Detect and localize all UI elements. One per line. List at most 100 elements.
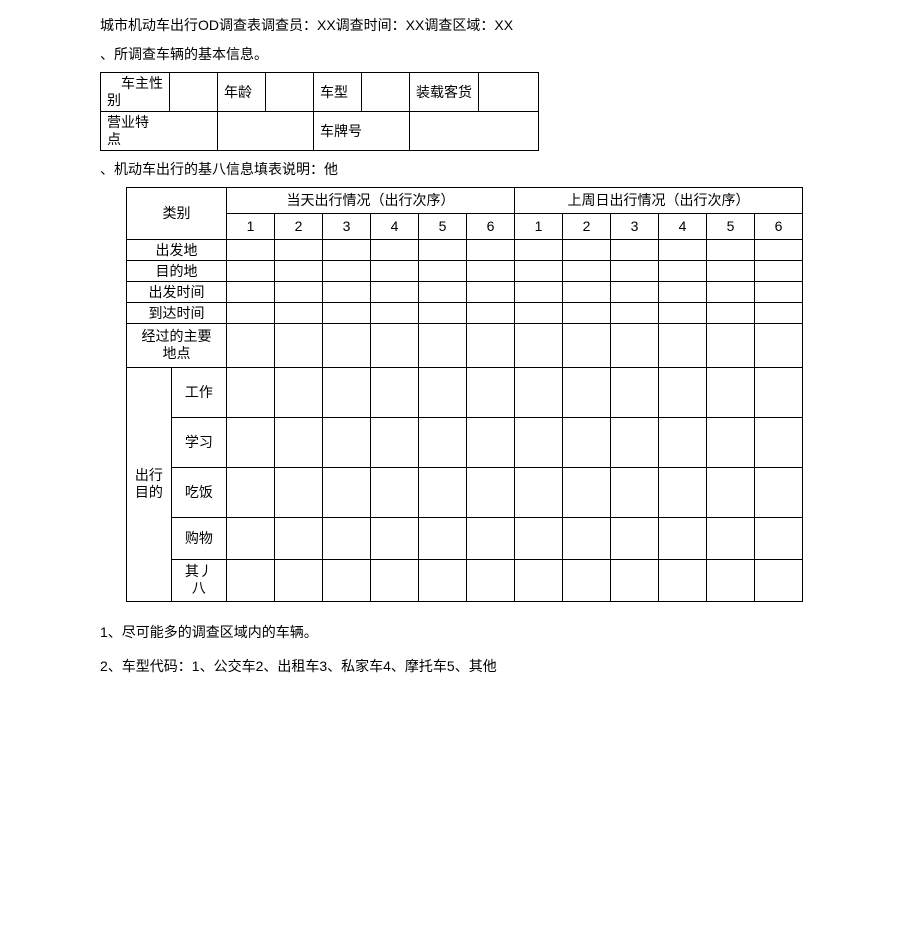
col-num: 5 [419,213,467,239]
cell [707,260,755,281]
cell [275,559,323,601]
cell [323,323,371,367]
cell [323,260,371,281]
biz-label: 营业特 点 [101,111,218,150]
cell [371,417,419,467]
cell [323,517,371,559]
trip-info-table: 类别 当天出行情况（出行次序） 上周日出行情况（出行次序） 1 2 3 4 5 … [126,187,803,602]
lastweek-header: 上周日出行情况（出行次序） [515,187,803,213]
cell [563,323,611,367]
cell [227,367,275,417]
cell [467,367,515,417]
cell [611,467,659,517]
cell [227,239,275,260]
cell [467,260,515,281]
section1-label: 、所调查车辆的基本信息。 [100,44,820,64]
cell [419,467,467,517]
cell [707,302,755,323]
cell [371,281,419,302]
cell [323,367,371,417]
cell [323,417,371,467]
cell [419,239,467,260]
cell [275,281,323,302]
cell [419,367,467,417]
purpose-shop: 购物 [171,517,226,559]
cell [419,302,467,323]
category-header: 类别 [127,187,227,239]
cell [467,281,515,302]
row-pass-places: 经过的主要地点 [127,323,227,367]
cell [611,367,659,417]
today-header: 当天出行情况（出行次序） [227,187,515,213]
cell [515,517,563,559]
col-num: 4 [659,213,707,239]
cell [371,239,419,260]
cell [755,367,803,417]
cell [227,323,275,367]
cell [707,239,755,260]
cell [563,239,611,260]
cell [563,281,611,302]
cell [563,260,611,281]
cell [659,281,707,302]
biz-value [218,111,314,150]
note-1: 1、尽可能多的调查区域内的车辆。 [100,622,820,642]
cell [419,323,467,367]
cell [755,239,803,260]
cell [515,281,563,302]
cell [371,467,419,517]
row-dep-place: 出发地 [127,239,227,260]
purpose-other: 其丿八 [171,559,226,601]
cell [419,281,467,302]
cell [659,517,707,559]
cell [323,467,371,517]
cell [755,517,803,559]
cell [707,323,755,367]
cell [323,281,371,302]
cell [275,302,323,323]
cell [467,517,515,559]
cell [755,302,803,323]
cell [275,467,323,517]
purpose-work: 工作 [171,367,226,417]
type-value [362,73,410,112]
cell [467,559,515,601]
cell [515,417,563,467]
cell [563,417,611,467]
row-arr-time: 到达时间 [127,302,227,323]
cell [611,281,659,302]
col-num: 6 [467,213,515,239]
cell [467,467,515,517]
cell [563,517,611,559]
purpose-eat: 吃饭 [171,467,226,517]
col-num: 3 [611,213,659,239]
cell [515,467,563,517]
cell [659,467,707,517]
cell [755,417,803,467]
cell [515,260,563,281]
note-2: 2、车型代码：1、公交车2、出租车3、私家车4、摩托车5、其他 [100,656,820,676]
cell [275,239,323,260]
cell [227,417,275,467]
cell [707,367,755,417]
col-num: 5 [707,213,755,239]
cell [275,417,323,467]
col-num: 6 [755,213,803,239]
cell [419,517,467,559]
cell [419,559,467,601]
cell [707,559,755,601]
cell [323,302,371,323]
row-dep-time: 出发时间 [127,281,227,302]
cell [371,260,419,281]
cell [275,367,323,417]
cell [659,323,707,367]
cell [275,517,323,559]
cell [371,302,419,323]
col-num: 3 [323,213,371,239]
cell [275,323,323,367]
cell [659,559,707,601]
cell [227,517,275,559]
age-label: 年龄 [218,73,266,112]
col-num: 2 [563,213,611,239]
cell [755,323,803,367]
